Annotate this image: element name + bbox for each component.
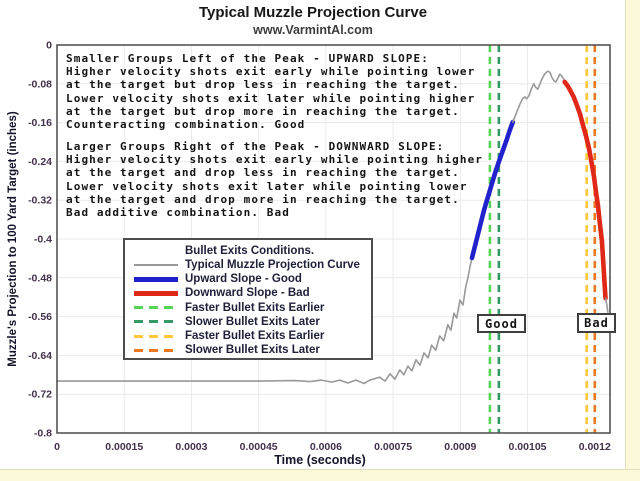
x-tick-label: 0.00105 xyxy=(509,441,547,453)
y-tick-label: -0.8 xyxy=(34,428,52,440)
legend-rows: Typical Muzzle Projection Curve Upward Sl… xyxy=(125,258,371,357)
x-tick-label: 0.00075 xyxy=(374,441,412,453)
legend-item: Faster Bullet Exits Earlier xyxy=(125,329,371,343)
legend-label: Faster Bullet Exits Earlier xyxy=(185,330,325,343)
y-tick-label: -0.08 xyxy=(28,78,52,90)
x-tick-label: 0.0012 xyxy=(579,441,611,453)
y-tick-label: -0.4 xyxy=(34,234,52,246)
legend-swatch-dashed xyxy=(134,306,178,310)
x-tick-label: 0.0009 xyxy=(444,441,476,453)
legend-label: Slower Bullet Exits Later xyxy=(185,344,320,357)
bad-label: Bad xyxy=(584,316,609,330)
legend-label: Typical Muzzle Projection Curve xyxy=(185,259,360,272)
x-tick-label: 0.0006 xyxy=(310,441,342,453)
legend-item: Faster Bullet Exits Earlier xyxy=(125,301,371,315)
legend-swatch-solid xyxy=(134,264,178,267)
page-margin-strip-bottom xyxy=(0,469,640,481)
legend-title: Bullet Exits Conditions. xyxy=(185,245,315,257)
y-tick-label: -0.48 xyxy=(28,272,52,284)
y-tick-label: -0.32 xyxy=(28,195,52,207)
x-tick-label: 0.00045 xyxy=(240,441,278,453)
legend-label: Slower Bullet Exits Later xyxy=(185,315,320,328)
y-tick-label: -0.56 xyxy=(28,311,52,323)
legend-swatch-solid xyxy=(134,290,178,296)
legend-item: Slower Bullet Exits Later xyxy=(125,315,371,329)
muzzle-curve-tail xyxy=(604,297,609,314)
legend-label: Downward Slope - Bad xyxy=(185,287,310,300)
y-tick-label: -0.24 xyxy=(28,156,52,168)
page-margin-strip-right xyxy=(625,0,640,481)
x-tick-label: 0.0003 xyxy=(175,441,207,453)
upward-slope-good xyxy=(469,119,516,261)
y-tick-label: 0 xyxy=(46,40,52,52)
x-axis-title: Time (seconds) xyxy=(274,453,366,467)
x-tick-label: 0.00015 xyxy=(105,441,143,453)
muzzle-curve-peak xyxy=(511,70,566,123)
legend-swatch-dashed xyxy=(134,348,178,352)
legend-swatch-dashed xyxy=(134,320,178,324)
plot-border xyxy=(56,44,611,434)
y-tick-label: -0.16 xyxy=(28,117,52,129)
annotation-downward-slope: Larger Groups Right of the Peak - DOWNWA… xyxy=(66,140,484,220)
y-tick-label: -0.64 xyxy=(28,350,52,362)
bad-label-box: Bad xyxy=(577,313,616,333)
chart-subtitle: www.VarmintAl.com xyxy=(253,23,373,37)
legend-item: Upward Slope - Good xyxy=(125,272,371,286)
legend-item: Typical Muzzle Projection Curve xyxy=(125,258,371,272)
annotation-upward-slope: Smaller Groups Left of the Peak - UPWARD… xyxy=(66,52,476,132)
legend-box: Bullet Exits Conditions. Typical Muzzle … xyxy=(123,238,373,360)
chart-title: Typical Muzzle Projection Curve xyxy=(198,4,428,21)
good-label: Good xyxy=(485,316,518,331)
legend-item: Downward Slope - Bad xyxy=(125,286,371,300)
downward-slope-bad xyxy=(562,79,608,301)
legend-swatch-solid xyxy=(134,276,178,282)
x-tick-label: 0 xyxy=(54,441,60,453)
good-label-box: Good xyxy=(477,314,526,333)
legend-label: Faster Bullet Exits Earlier xyxy=(185,301,325,314)
muzzle-curve-baseline-and-rise xyxy=(56,257,473,385)
legend-swatch-dashed xyxy=(134,334,178,338)
legend-item: Slower Bullet Exits Later xyxy=(125,343,371,357)
y-axis-title: Muzzle's Projection to 100 Yard Target (… xyxy=(7,111,19,367)
y-tick-label: -0.72 xyxy=(28,389,52,401)
legend-label: Upward Slope - Good xyxy=(185,273,302,286)
